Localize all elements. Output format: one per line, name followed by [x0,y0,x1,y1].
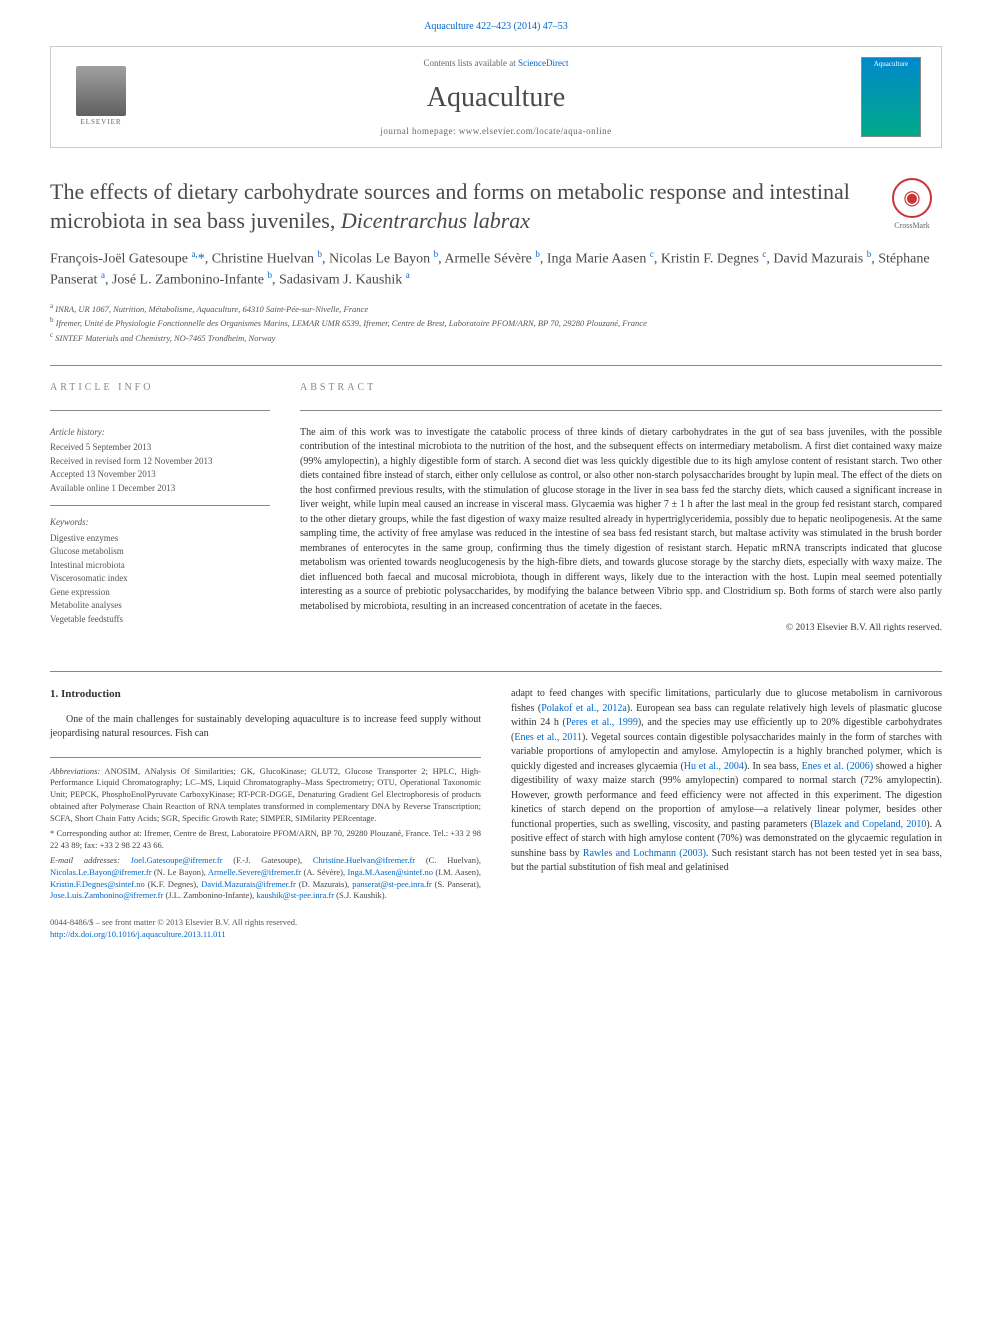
affiliation-line: a INRA, UR 1067, Nutrition, Métabolisme,… [50,301,942,316]
divider [50,365,942,366]
issn-line: 0044-8486/$ – see front matter © 2013 El… [50,917,481,929]
doi-link[interactable]: http://dx.doi.org/10.1016/j.aquaculture.… [50,929,226,939]
affiliation-line: b Ifremer, Unité de Physiologie Fonction… [50,315,942,330]
history-line: Received 5 September 2013 [50,441,270,455]
affiliation-line: c SINTEF Materials and Chemistry, NO-746… [50,330,942,345]
divider [300,410,942,411]
ref-link[interactable]: Blazek and Copeland, 2010 [814,819,927,830]
abstract-copyright: © 2013 Elsevier B.V. All rights reserved… [300,622,942,635]
emails-footnote: E-mail addresses: Joel.Gatesoupe@ifremer… [50,855,481,903]
divider [50,671,942,672]
corresponding-footnote: * Corresponding author at: Ifremer, Cent… [50,828,481,852]
contents-prefix: Contents lists available at [424,58,518,68]
crossmark-badge[interactable]: ◉ CrossMark [882,178,942,231]
email-link[interactable]: Kristin.F.Degnes@sintef.no [50,879,145,889]
article-info-header: ARTICLE INFO [50,381,270,395]
keyword-line: Digestive enzymes [50,532,270,546]
publisher-logo: ELSEVIER [71,62,131,132]
body-columns: 1. Introduction One of the main challeng… [50,687,942,941]
affiliations: a INRA, UR 1067, Nutrition, Métabolisme,… [50,301,942,345]
title-species: Dicentrarchus labrax [341,208,530,233]
header-center: Contents lists available at ScienceDirec… [131,57,861,137]
sciencedirect-link[interactable]: ScienceDirect [518,58,568,68]
top-citation: Aquaculture 422–423 (2014) 47–53 [50,20,942,34]
ref-link[interactable]: Peres et al., 1999 [566,717,638,728]
journal-cover: Aquaculture [861,57,921,137]
intro-paragraph-left: One of the main challenges for sustainab… [50,713,481,742]
text-span: ). In sea bass, [744,761,802,772]
email-link[interactable]: Jose.Luis.Zambonino@ifremer.fr [50,890,163,900]
keyword-line: Metabolite analyses [50,599,270,613]
abstract-text: The aim of this work was to investigate … [300,426,942,615]
abbrev-text: ANOSIM, ANalysis Of Similarities; GK, Gl… [50,766,481,824]
email-label: E-mail addresses: [50,855,120,865]
keywords-block: Keywords: Digestive enzymesGlucose metab… [50,516,270,636]
email-who: (D. Mazurais), [296,879,352,889]
ref-link[interactable]: Rawles and Lochmann (2003) [583,848,706,859]
article-info-column: ARTICLE INFO Article history: Received 5… [50,381,270,647]
email-who: (S.J. Kaushik). [334,890,387,900]
footnotes: Abbreviations: ANOSIM, ANalysis Of Simil… [50,757,481,903]
section-title-intro: 1. Introduction [50,687,481,702]
email-who: (I.M. Aasen), [433,867,481,877]
history-line: Accepted 13 November 2013 [50,468,270,482]
email-link[interactable]: Christine.Huelvan@ifremer.fr [313,855,415,865]
body-right-column: adapt to feed changes with specific limi… [511,687,942,941]
ref-link[interactable]: Enes et al. (2006) [802,761,873,772]
keywords-title: Keywords: [50,516,270,530]
email-link[interactable]: Nicolas.Le.Bayon@ifremer.fr [50,867,152,877]
keyword-line: Glucose metabolism [50,545,270,559]
keyword-line: Gene expression [50,586,270,600]
bottom-metadata: 0044-8486/$ – see front matter © 2013 El… [50,917,481,941]
abstract-header: ABSTRACT [300,381,942,395]
corr-text: Corresponding author at: Ifremer, Centre… [50,828,481,850]
contents-line: Contents lists available at ScienceDirec… [131,57,861,70]
crossmark-icon: ◉ [892,178,932,218]
keyword-line: Vegetable feedstuffs [50,613,270,627]
email-who: (N. Le Bayon), [152,867,208,877]
keyword-line: Viscerosomatic index [50,572,270,586]
abbreviations-footnote: Abbreviations: ANOSIM, ANalysis Of Simil… [50,766,481,825]
elsevier-tree-icon [76,66,126,116]
publisher-name: ELSEVIER [80,118,121,128]
crossmark-label: CrossMark [882,220,942,231]
email-who: (J.L. Zambonino-Infante), [163,890,256,900]
email-who: (C. Huelvan), [415,855,481,865]
info-abstract-row: ARTICLE INFO Article history: Received 5… [50,381,942,647]
history-title: Article history: [50,426,270,440]
ref-link[interactable]: Hu et al., 2004 [684,761,744,772]
email-link[interactable]: David.Mazurais@ifremer.fr [201,879,296,889]
email-link[interactable]: Joel.Gatesoupe@ifremer.fr [131,855,223,865]
title-section: ◉ CrossMark The effects of dietary carbo… [50,178,942,344]
journal-header: ELSEVIER Contents lists available at Sci… [50,46,942,148]
abbrev-label: Abbreviations: [50,766,100,776]
history-block: Article history: Received 5 September 20… [50,426,270,507]
ref-link[interactable]: Enes et al., 2011 [514,732,582,743]
email-link[interactable]: Inga.M.Aasen@sintef.no [348,867,434,877]
email-who: (S. Panserat), [432,879,481,889]
ref-link[interactable]: Polakof et al., 2012a [541,703,627,714]
cover-label: Aquaculture [864,60,918,70]
article-title: The effects of dietary carbohydrate sour… [50,178,942,235]
email-who: (F.-J. Gatesoupe), [223,855,313,865]
email-link[interactable]: kaushik@st-pee.inra.fr [256,890,334,900]
keyword-line: Intestinal microbiota [50,559,270,573]
authors-list: François-Joël Gatesoupe a,*, Christine H… [50,248,942,291]
journal-name: Aquaculture [131,78,861,117]
email-link[interactable]: panserat@st-pee.inra.fr [352,879,432,889]
body-left-column: 1. Introduction One of the main challeng… [50,687,481,941]
divider [50,410,270,411]
abstract-column: ABSTRACT The aim of this work was to inv… [300,381,942,647]
history-line: Available online 1 December 2013 [50,482,270,496]
history-line: Received in revised form 12 November 201… [50,455,270,469]
homepage-prefix: journal homepage: [380,126,458,136]
homepage-line: journal homepage: www.elsevier.com/locat… [131,125,861,138]
homepage-url: www.elsevier.com/locate/aqua-online [459,126,612,136]
intro-paragraph-right: adapt to feed changes with specific limi… [511,687,942,876]
email-who: (A. Sévère), [301,867,347,877]
citation-link[interactable]: Aquaculture 422–423 (2014) 47–53 [424,21,568,32]
email-who: (K.F. Degnes), [145,879,201,889]
email-link[interactable]: Armelle.Severe@ifremer.fr [208,867,301,877]
